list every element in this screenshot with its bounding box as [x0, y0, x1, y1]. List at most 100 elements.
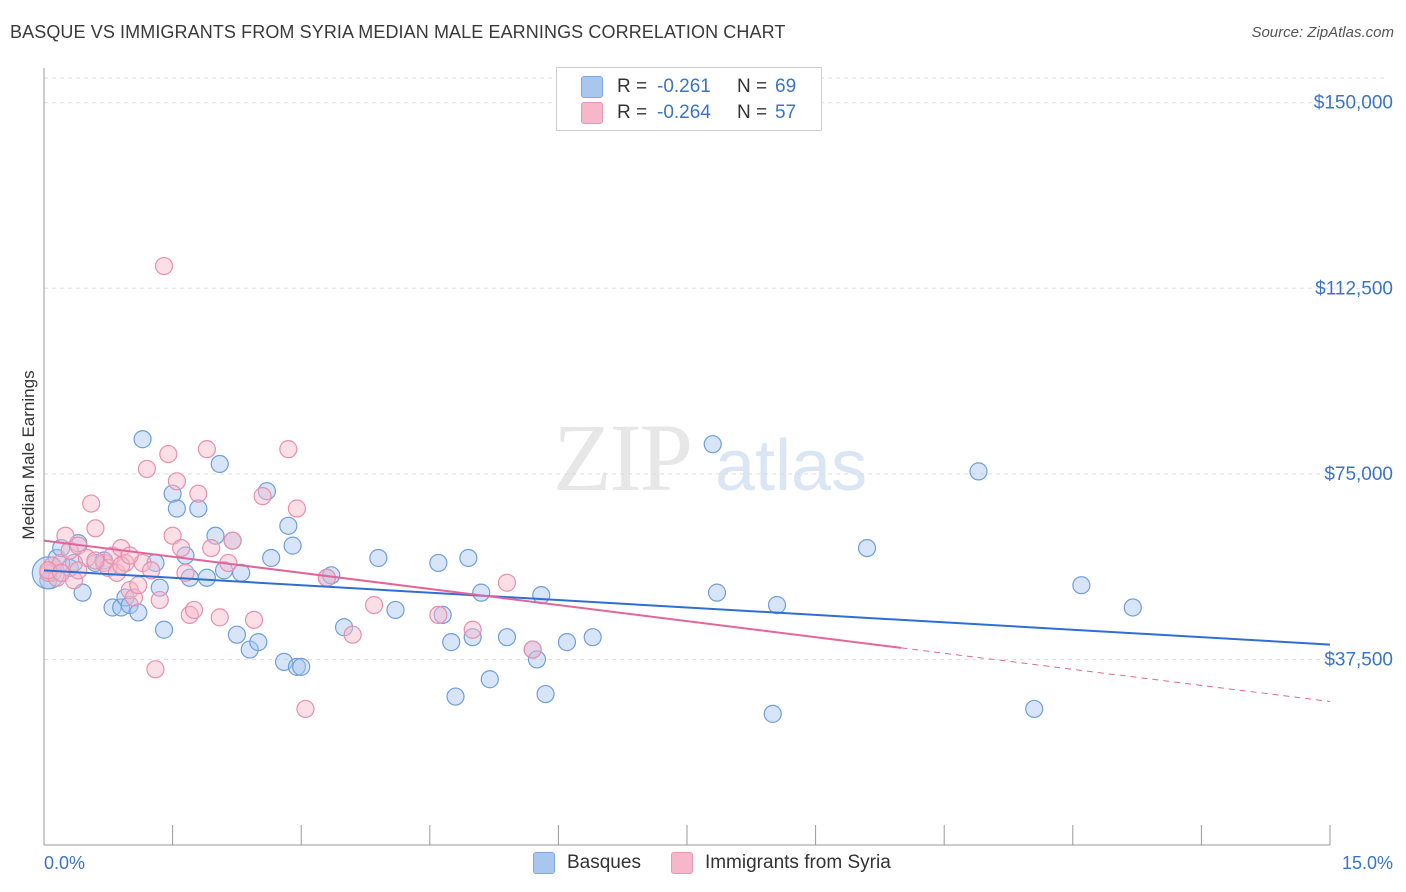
legend-n-label: N =: [737, 102, 768, 123]
chart-title: BASQUE VS IMMIGRANTS FROM SYRIA MEDIAN M…: [10, 22, 786, 42]
x-tick-label: 15.0%: [1342, 853, 1393, 873]
series-legend: Basques Immigrants from Syria: [533, 852, 921, 874]
data-point: [386, 600, 405, 620]
data-point: [150, 590, 169, 610]
data-point: [86, 519, 105, 538]
y-tick-label: $112,500: [1315, 278, 1393, 299]
legend-swatch-basques: [533, 852, 555, 874]
data-point: [1025, 699, 1044, 719]
data-point: [497, 628, 517, 647]
data-point: [262, 548, 281, 568]
data-point: [287, 499, 307, 518]
y-axis-label: Median Male Earnings: [19, 370, 38, 539]
data-point: [532, 586, 551, 605]
data-point: [287, 657, 307, 676]
trend-lines: [43, 539, 1331, 702]
data-point: [707, 583, 727, 602]
data-point: [73, 583, 92, 602]
legend-row-basques: R = -0.261 N = 69: [581, 75, 796, 99]
trend-line-syria: [43, 539, 902, 649]
data-point: [150, 578, 169, 597]
data-point: [244, 610, 264, 629]
data-point: [167, 472, 186, 491]
chart-source: Source: ZipAtlas.com: [1251, 24, 1394, 41]
data-point: [459, 548, 478, 568]
legend-row-syria: R = -0.264 N = 57: [581, 101, 796, 125]
data-point: [197, 568, 216, 587]
data-point: [129, 603, 148, 622]
trend-line-basques: [43, 569, 1331, 646]
y-tick-label: $150,000: [1314, 93, 1393, 114]
data-point: [197, 440, 216, 459]
legend-swatch-basques: [581, 76, 603, 98]
data-point: [129, 576, 148, 595]
series-syria-points: [39, 256, 542, 719]
data-point: [463, 620, 482, 639]
data-point: [497, 573, 517, 592]
series-basques-points: [31, 430, 1142, 723]
data-point: [292, 657, 311, 676]
data-point: [523, 640, 542, 659]
legend-n-label: N =: [737, 76, 768, 97]
data-point: [137, 459, 156, 479]
x-tick-label: 0.0%: [44, 853, 85, 873]
data-point: [146, 660, 165, 679]
x-tick-labels: 0.0% 15.0%: [44, 853, 1393, 873]
legend-label-basques: Basques: [567, 852, 641, 873]
legend-item-syria[interactable]: Immigrants from Syria: [670, 852, 891, 874]
data-point: [463, 628, 482, 647]
legend-n-value: 57: [775, 102, 797, 123]
watermark-atlas: atlas: [715, 426, 867, 506]
data-point: [52, 563, 71, 582]
data-point: [1072, 576, 1091, 595]
data-point: [86, 551, 105, 570]
legend-swatch-syria: [581, 102, 603, 124]
legend-n-value: 69: [775, 76, 797, 97]
data-point: [154, 620, 174, 639]
data-point: [429, 605, 448, 625]
data-point: [172, 538, 191, 558]
data-point: [296, 699, 315, 719]
data-point: [442, 633, 461, 652]
legend-label-syria: Immigrants from Syria: [704, 852, 891, 873]
data-point: [202, 538, 221, 558]
data-point: [433, 605, 452, 625]
data-point: [763, 704, 782, 723]
data-point: [249, 633, 268, 652]
data-point: [120, 546, 139, 565]
data-point: [857, 538, 877, 558]
data-point: [527, 650, 547, 669]
data-point: [703, 435, 722, 454]
y-tick-labels: $37,500 $75,000 $112,500 $150,000: [1314, 93, 1393, 671]
data-point: [253, 487, 272, 506]
data-point: [142, 561, 161, 580]
y-tick-label: $37,500: [1324, 649, 1393, 670]
data-point: [210, 454, 229, 474]
y-tick-label: $75,000: [1324, 464, 1393, 485]
data-point: [536, 684, 555, 704]
axes: [43, 68, 1331, 846]
data-point: [82, 494, 101, 513]
legend-item-basques[interactable]: Basques: [533, 852, 641, 874]
data-point: [557, 633, 577, 652]
data-point: [154, 256, 174, 276]
data-point: [189, 484, 208, 503]
data-point: [583, 628, 602, 647]
data-point: [283, 536, 302, 555]
data-point: [369, 548, 388, 568]
legend-swatch-syria: [670, 852, 693, 874]
data-point: [429, 553, 448, 573]
legend-r-value: -0.264: [657, 102, 711, 123]
data-point: [279, 516, 298, 535]
data-point: [184, 600, 204, 620]
data-point: [133, 430, 152, 449]
trend-line-syria-extension: [901, 647, 1331, 702]
watermark: ZIP atlas: [553, 404, 867, 511]
data-point: [343, 625, 362, 644]
data-point: [767, 595, 787, 615]
data-point: [60, 541, 79, 560]
data-point: [446, 687, 465, 706]
data-point: [159, 444, 178, 464]
legend-r-value: -0.261: [657, 76, 711, 97]
data-point: [227, 625, 246, 644]
